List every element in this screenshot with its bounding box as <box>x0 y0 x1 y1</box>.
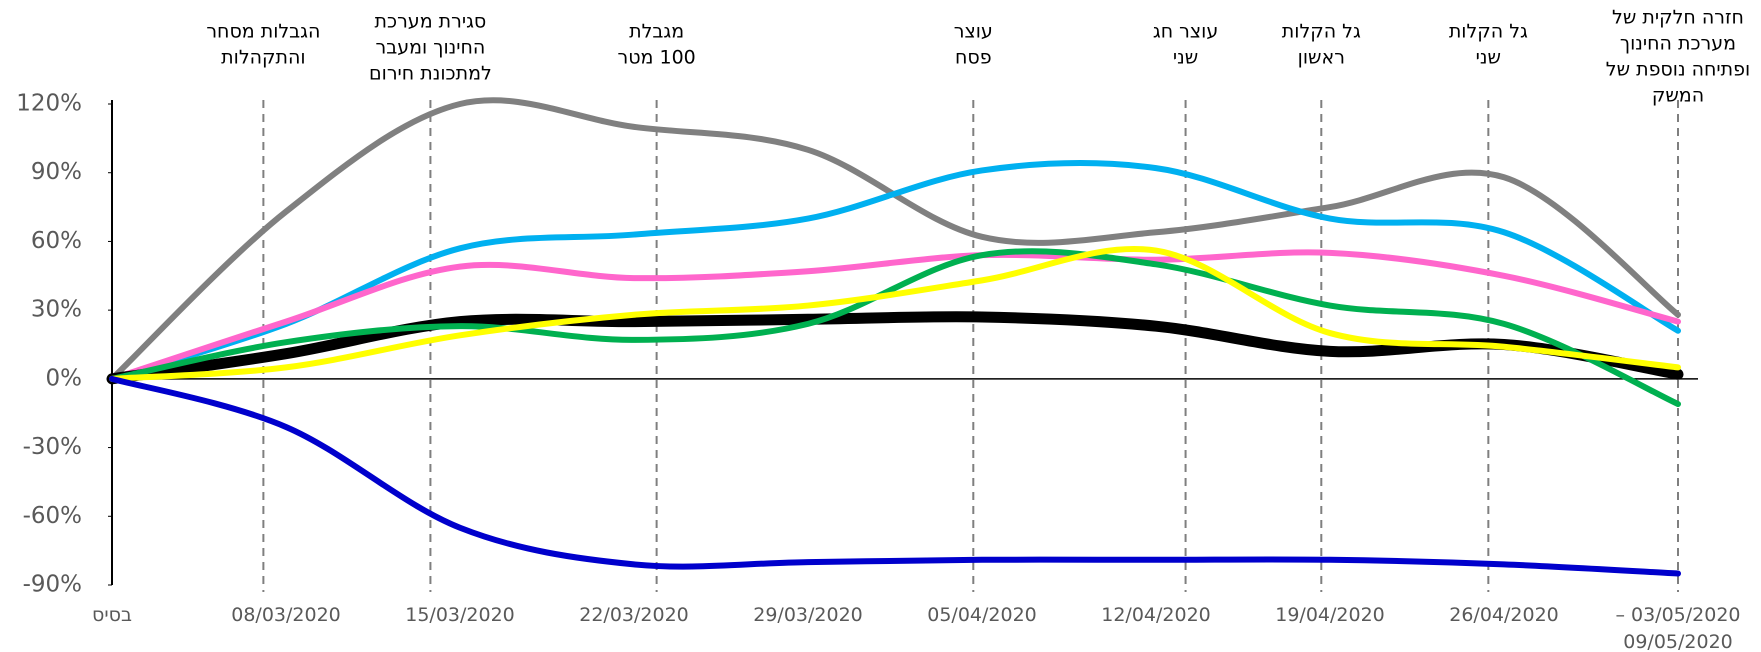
annotation: פסח <box>955 47 992 69</box>
x-tick-label: 26/04/2020 <box>1449 604 1559 626</box>
annotation: שני <box>1476 47 1501 69</box>
x-label-box: בסיס <box>92 604 132 626</box>
y-tick-label: 30% <box>31 297 82 323</box>
series-line <box>109 245 1681 382</box>
series-line <box>106 311 1684 385</box>
annotation: המשק <box>1652 85 1704 107</box>
y-tick-label: -30% <box>23 434 82 460</box>
x-label-box: 05/04/2020 <box>927 604 1037 626</box>
x-label-box: 08/03/2020 <box>231 604 341 626</box>
y-tick-label: 120% <box>16 91 82 117</box>
x-tick-label: 08/03/2020 <box>231 604 341 626</box>
y-tick-label: 90% <box>31 159 82 185</box>
series-line <box>109 249 1681 382</box>
annotation: הגבלות מסחר <box>206 21 320 43</box>
x-tick-label: – 03/05/2020 09/05/2020 <box>1615 604 1741 652</box>
series-line <box>109 375 1681 577</box>
x-label-box: 29/03/2020 <box>753 604 863 626</box>
annotation: מגבלת <box>629 21 684 43</box>
series-line <box>109 248 1681 408</box>
x-tick-label: בסיס <box>92 604 132 626</box>
y-tick-label: -60% <box>23 503 82 529</box>
x-label-box: 26/04/2020 <box>1449 604 1559 626</box>
x-tick-label: 05/04/2020 <box>927 604 1037 626</box>
x-label-box: 15/03/2020 <box>405 604 515 626</box>
annotation: עוצר חג <box>1153 21 1218 43</box>
x-tick-label: 12/04/2020 <box>1101 604 1211 626</box>
annotation: 100 מטר <box>617 47 695 69</box>
x-label-box: 22/03/2020 <box>579 604 689 626</box>
x-tick-label: 15/03/2020 <box>405 604 515 626</box>
x-label-box: 12/04/2020 <box>1101 604 1211 626</box>
annotation: חזרה חלקית של <box>1612 7 1744 29</box>
series-line <box>109 160 1681 382</box>
annotation: סגירת מערכת <box>375 11 487 33</box>
x-tick-label: 19/04/2020 <box>1275 604 1385 626</box>
y-tick-label: -90% <box>23 572 82 598</box>
series-line <box>109 97 1681 382</box>
x-tick-label: 29/03/2020 <box>753 604 863 626</box>
annotation: גל הקלות <box>1282 21 1361 43</box>
annotation: עוצר <box>954 21 993 43</box>
annotation: והתקהלות <box>221 47 305 69</box>
annotation: גל הקלות <box>1449 21 1528 43</box>
annotation: ופתיחה נוספת של <box>1606 59 1750 81</box>
x-tick-label: 22/03/2020 <box>579 604 689 626</box>
annotation: החינוך ומעבר <box>376 37 486 59</box>
annotation: שני <box>1173 47 1198 69</box>
y-tick-label: 0% <box>46 365 83 391</box>
x-label-box: – 03/05/2020 09/05/2020 <box>1615 604 1741 652</box>
annotation: מערכת החינוך <box>1620 33 1736 55</box>
annotation: למתכונת חירום <box>369 63 492 85</box>
annotation: ראשון <box>1298 47 1345 69</box>
x-label-box: 19/04/2020 <box>1275 604 1385 626</box>
y-tick-label: 60% <box>31 228 82 254</box>
